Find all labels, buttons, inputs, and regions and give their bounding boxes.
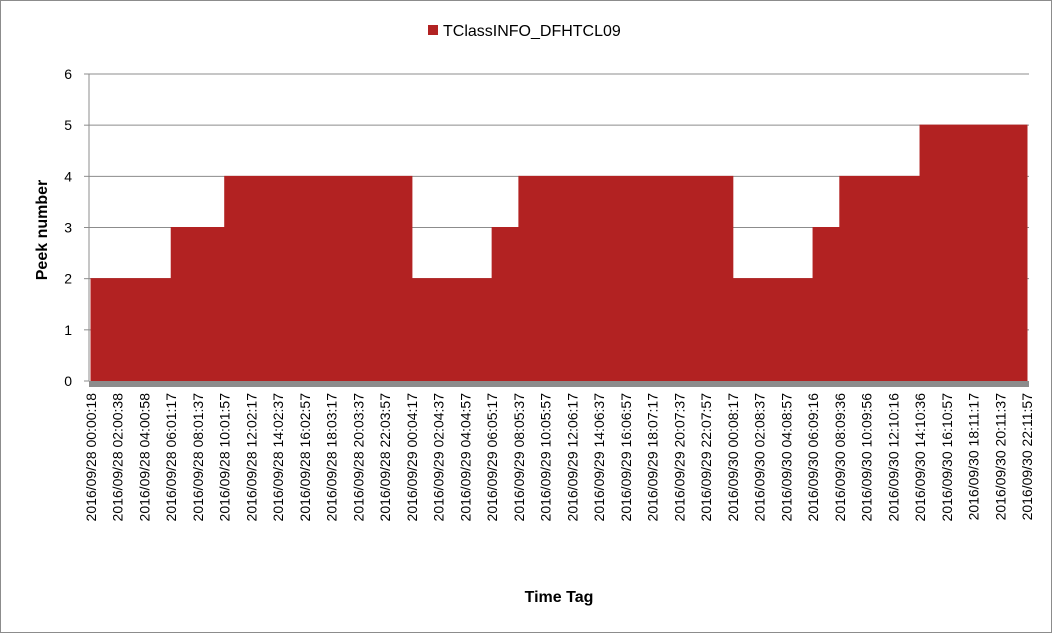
- y-tick-label: 3: [64, 220, 72, 236]
- x-tick-label: 2016/09/29 10:05:57: [538, 393, 554, 522]
- x-tick-label: 2016/09/28 22:03:57: [377, 393, 393, 522]
- x-tick-label: 2016/09/29 00:04:17: [404, 393, 420, 522]
- y-tick-label: 2: [64, 271, 72, 287]
- y-tick-label: 0: [64, 373, 72, 389]
- x-tick-label: 2016/09/29 20:07:37: [671, 393, 687, 522]
- x-tick-label: 2016/09/28 10:01:57: [217, 393, 233, 522]
- x-axis-title: Time Tag: [525, 589, 594, 606]
- x-tick-label: 2016/09/28 14:02:37: [270, 393, 286, 522]
- x-tick-label: 2016/09/28 00:00:18: [83, 393, 99, 522]
- y-tick-labels: 0 1 2 3 4 5 6: [64, 66, 72, 389]
- legend-label: TClassINFO_DFHTCL09: [443, 23, 621, 40]
- series-area: [90, 124, 1028, 382]
- x-tick-label: 2016/09/30 18:11:17: [966, 393, 982, 521]
- x-tick-label: 2016/09/30 08:09:36: [832, 393, 848, 522]
- x-tick-label: 2016/09/28 16:02:57: [297, 393, 313, 522]
- x-tick-label: 2016/09/30 10:09:56: [859, 393, 875, 522]
- x-tick-label: 2016/09/30 22:11:57: [1019, 393, 1035, 521]
- x-tick-labels: 2016/09/28 00:00:18 2016/09/28 02:00:38 20…: [83, 393, 1035, 522]
- x-tick-label: 2016/09/28 06:01:17: [163, 393, 179, 522]
- axes: [84, 73, 1029, 387]
- x-tick-label: 2016/09/30 04:08:57: [778, 393, 794, 522]
- x-tick-label: 2016/09/29 06:05:17: [484, 393, 500, 522]
- x-tick-label: 2016/09/30 06:09:16: [805, 393, 821, 522]
- y-axis-title: Peek number: [34, 180, 51, 280]
- x-tick-label: 2016/09/29 22:07:57: [698, 393, 714, 522]
- x-tick-label: 2016/09/28 08:01:37: [190, 393, 206, 522]
- legend: TClassINFO_DFHTCL09: [428, 23, 621, 40]
- y-tick-label: 4: [64, 168, 72, 184]
- x-tick-label: 2016/09/28 12:02:17: [243, 393, 259, 522]
- x-tick-label: 2016/09/30 20:11:37: [992, 393, 1008, 521]
- area-series-fill: [90, 124, 1028, 382]
- x-tick-label: 2016/09/29 04:04:57: [457, 393, 473, 522]
- y-tick-label: 1: [64, 322, 72, 338]
- x-tick-label: 2016/09/30 16:10:57: [939, 393, 955, 522]
- x-tick-label: 2016/09/28 18:03:17: [324, 393, 340, 522]
- x-tick-label: 2016/09/29 16:06:57: [618, 393, 634, 522]
- x-tick-label: 2016/09/29 02:04:37: [431, 393, 447, 522]
- legend-swatch: [428, 25, 438, 35]
- x-tick-label: 2016/09/28 02:00:38: [110, 393, 126, 522]
- y-tick-label: 5: [64, 117, 72, 133]
- x-tick-label: 2016/09/28 04:00:58: [136, 393, 152, 522]
- x-tick-label: 2016/09/30 14:10:36: [912, 393, 928, 522]
- x-tick-label: 2016/09/28 20:03:37: [350, 393, 366, 522]
- x-tick-label: 2016/09/30 00:08:17: [725, 393, 741, 522]
- x-tick-label: 2016/09/29 18:07:17: [645, 393, 661, 522]
- x-tick-label: 2016/09/29 14:06:37: [591, 393, 607, 522]
- x-tick-label: 2016/09/30 12:10:16: [885, 393, 901, 522]
- x-axis-line: [89, 381, 1029, 387]
- x-tick-label: 2016/09/29 12:06:17: [564, 393, 580, 522]
- x-tick-label: 2016/09/30 02:08:37: [752, 393, 768, 522]
- x-tick-label: 2016/09/29 08:05:37: [511, 393, 527, 522]
- y-tick-label: 6: [64, 66, 72, 82]
